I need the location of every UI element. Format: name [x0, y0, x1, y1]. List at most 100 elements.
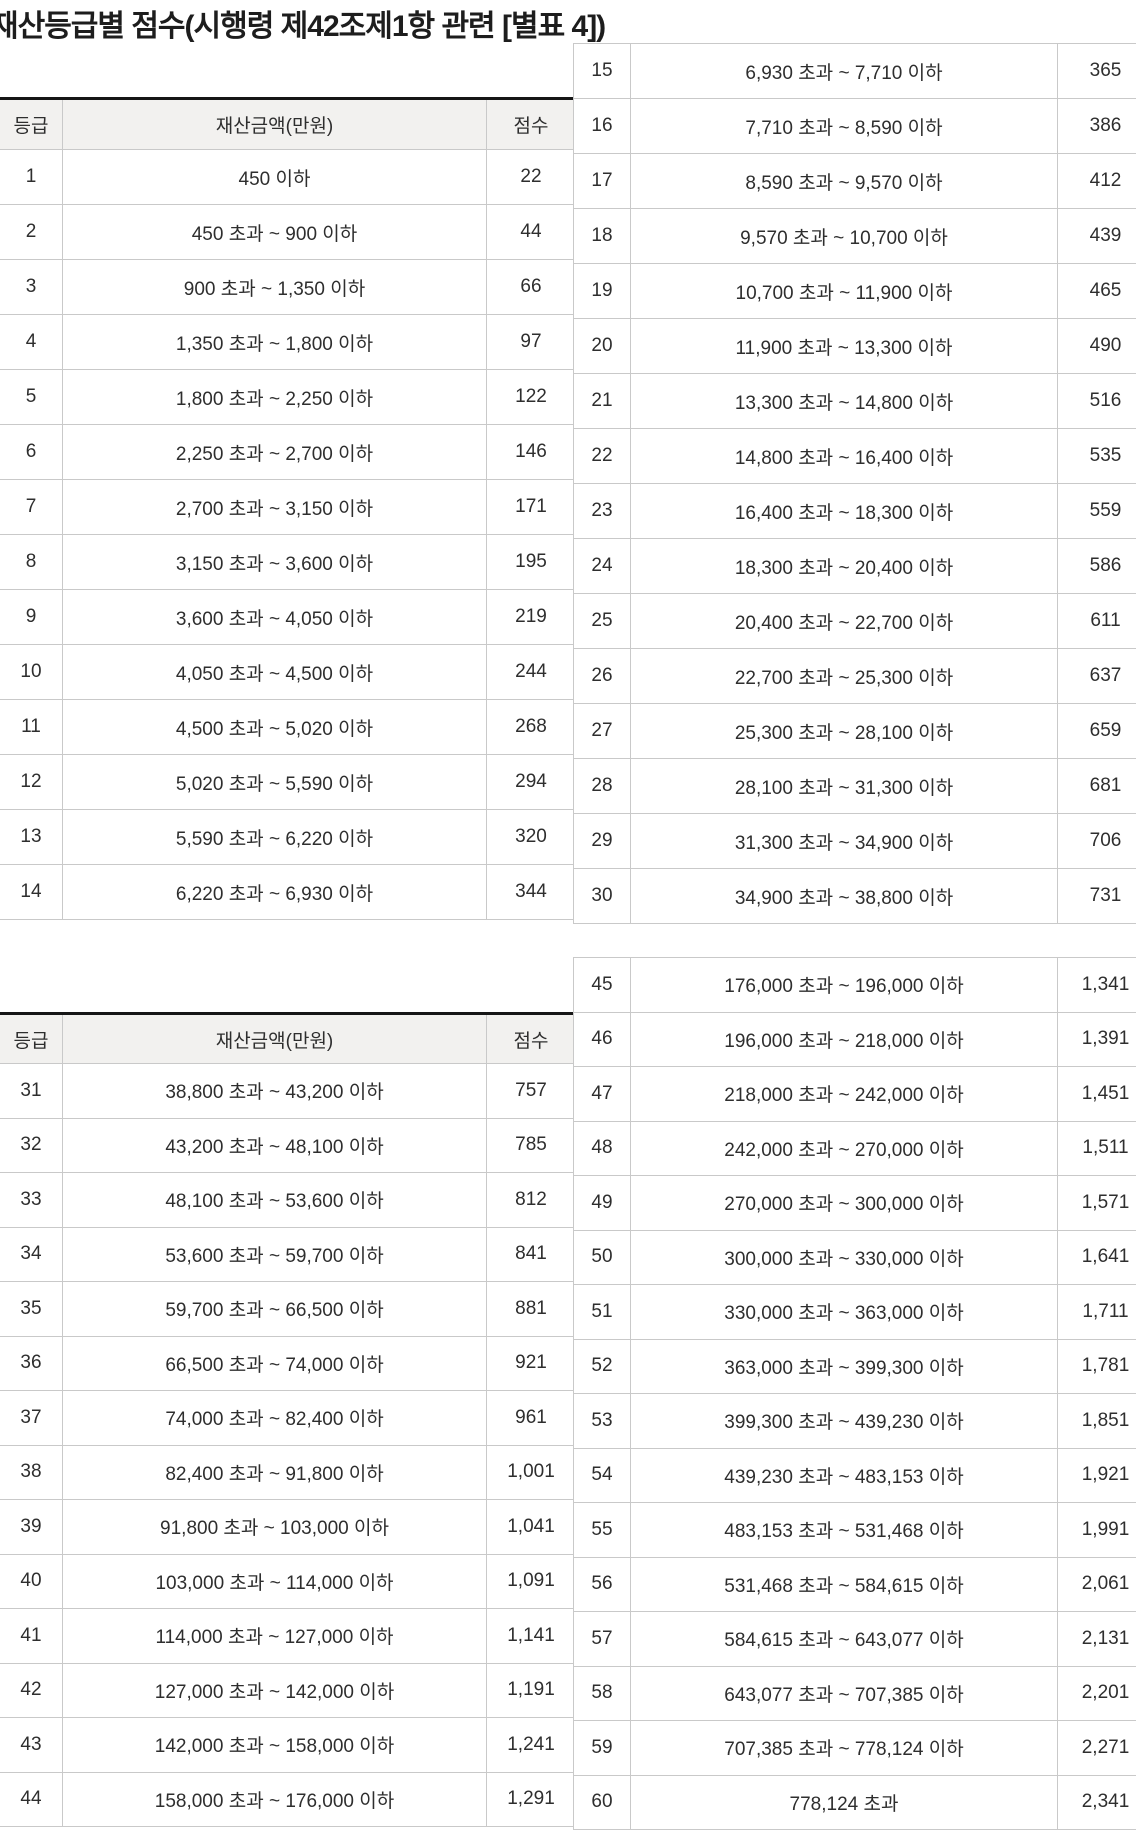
grade-cell: 36: [0, 1335, 63, 1391]
grade-cell: 18: [573, 208, 631, 264]
grade-cell: 25: [573, 593, 631, 649]
score-cell: 490: [1057, 318, 1136, 374]
amount-cell: 450 초과 ~ 900 이하: [62, 204, 487, 260]
grade-cell: 9: [0, 589, 63, 645]
score-cell: 2,201: [1057, 1665, 1136, 1721]
amount-cell: 2,700 초과 ~ 3,150 이하: [62, 479, 487, 535]
amount-cell: 196,000 초과 ~ 218,000 이하: [630, 1011, 1058, 1067]
table-row: 11 4,500 초과 ~ 5,020 이하 268: [0, 699, 575, 755]
score-cell: 294: [486, 754, 575, 810]
table-row: 13 5,590 초과 ~ 6,220 이하 320: [0, 809, 575, 865]
property-grade-table-15-30: 15 6,930 초과 ~ 7,710 이하 365 16 7,710 초과 ~ 8,5…: [573, 43, 1136, 924]
score-cell: 1,001: [486, 1444, 575, 1500]
amount-cell: 330,000 초과 ~ 363,000 이하: [630, 1284, 1058, 1340]
score-column-header: 점수: [486, 97, 575, 150]
amount-cell: 363,000 초과 ~ 399,300 이하: [630, 1338, 1058, 1394]
table-row: 32 43,200 초과 ~ 48,100 이하 785: [0, 1117, 575, 1173]
table-row: 60 778,124 초과 2,341: [573, 1774, 1136, 1830]
amount-cell: 22,700 초과 ~ 25,300 이하: [630, 648, 1058, 704]
grade-cell: 30: [573, 868, 631, 924]
amount-cell: 53,600 초과 ~ 59,700 이하: [62, 1226, 487, 1282]
score-cell: 122: [486, 369, 575, 425]
score-cell: 219: [486, 589, 575, 645]
grade-cell: 34: [0, 1226, 63, 1282]
table-row: 59 707,385 초과 ~ 778,124 이하 2,271: [573, 1720, 1136, 1776]
score-cell: 1,291: [486, 1771, 575, 1827]
score-cell: 1,341: [1057, 957, 1136, 1013]
score-cell: 1,711: [1057, 1284, 1136, 1340]
table-row: 34 53,600 초과 ~ 59,700 이하 841: [0, 1226, 575, 1282]
table-row: 17 8,590 초과 ~ 9,570 이하 412: [573, 153, 1136, 209]
table-row: 42 127,000 초과 ~ 142,000 이하 1,191: [0, 1662, 575, 1718]
score-cell: 146: [486, 424, 575, 480]
score-cell: 659: [1057, 703, 1136, 759]
amount-cell: 900 초과 ~ 1,350 이하: [62, 259, 487, 315]
table-row: 20 11,900 초과 ~ 13,300 이하 490: [573, 318, 1136, 374]
amount-cell: 13,300 초과 ~ 14,800 이하: [630, 373, 1058, 429]
grade-cell: 46: [573, 1011, 631, 1067]
score-cell: 1,851: [1057, 1393, 1136, 1449]
grade-cell: 31: [0, 1063, 63, 1119]
table-row: 44 158,000 초과 ~ 176,000 이하 1,291: [0, 1771, 575, 1827]
table-row: 2 450 초과 ~ 900 이하 44: [0, 204, 575, 260]
amount-cell: 66,500 초과 ~ 74,000 이하: [62, 1335, 487, 1391]
score-cell: 386: [1057, 98, 1136, 154]
amount-cell: 91,800 초과 ~ 103,000 이하: [62, 1499, 487, 1555]
property-grade-table-45-60: 45 176,000 초과 ~ 196,000 이하 1,341 46 196,000 …: [573, 957, 1136, 1830]
amount-cell: 28,100 초과 ~ 31,300 이하: [630, 758, 1058, 814]
grade-column-header: 등급: [0, 1012, 63, 1064]
table-row: 37 74,000 초과 ~ 82,400 이하 961: [0, 1390, 575, 1446]
table-row: 45 176,000 초과 ~ 196,000 이하 1,341: [573, 957, 1136, 1013]
amount-cell: 142,000 초과 ~ 158,000 이하: [62, 1717, 487, 1773]
amount-cell: 7,710 초과 ~ 8,590 이하: [630, 98, 1058, 154]
table-row: 36 66,500 초과 ~ 74,000 이하 921: [0, 1335, 575, 1391]
grade-cell: 39: [0, 1499, 63, 1555]
score-cell: 66: [486, 259, 575, 315]
amount-cell: 6,220 초과 ~ 6,930 이하: [62, 864, 487, 920]
score-cell: 97: [486, 314, 575, 370]
amount-cell: 399,300 초과 ~ 439,230 이하: [630, 1393, 1058, 1449]
table-row: 22 14,800 초과 ~ 16,400 이하 535: [573, 428, 1136, 484]
score-cell: 439: [1057, 208, 1136, 264]
amount-cell: 2,250 초과 ~ 2,700 이하: [62, 424, 487, 480]
grade-cell: 14: [0, 864, 63, 920]
grade-cell: 23: [573, 483, 631, 539]
amount-cell: 6,930 초과 ~ 7,710 이하: [630, 43, 1058, 99]
grade-cell: 58: [573, 1665, 631, 1721]
table-row: 3 900 초과 ~ 1,350 이하 66: [0, 259, 575, 315]
grade-cell: 26: [573, 648, 631, 704]
header-row: 등급 재산금액(만원) 점수: [0, 97, 575, 150]
amount-cell: 3,150 초과 ~ 3,600 이하: [62, 534, 487, 590]
amount-cell: 176,000 초과 ~ 196,000 이하: [630, 957, 1058, 1013]
table-row: 6 2,250 초과 ~ 2,700 이하 146: [0, 424, 575, 480]
score-cell: 731: [1057, 868, 1136, 924]
grade-cell: 52: [573, 1338, 631, 1394]
amount-column-header: 재산금액(만원): [62, 1012, 487, 1064]
table-row: 57 584,615 초과 ~ 643,077 이하 2,131: [573, 1611, 1136, 1667]
amount-cell: 4,500 초과 ~ 5,020 이하: [62, 699, 487, 755]
score-cell: 320: [486, 809, 575, 865]
grade-cell: 21: [573, 373, 631, 429]
table-row: 16 7,710 초과 ~ 8,590 이하 386: [573, 98, 1136, 154]
table-row: 29 31,300 초과 ~ 34,900 이하 706: [573, 813, 1136, 869]
table-row: 12 5,020 초과 ~ 5,590 이하 294: [0, 754, 575, 810]
amount-cell: 11,900 초과 ~ 13,300 이하: [630, 318, 1058, 374]
amount-cell: 20,400 초과 ~ 22,700 이하: [630, 593, 1058, 649]
score-cell: 1,921: [1057, 1447, 1136, 1503]
amount-cell: 43,200 초과 ~ 48,100 이하: [62, 1117, 487, 1173]
table-row: 28 28,100 초과 ~ 31,300 이하 681: [573, 758, 1136, 814]
grade-cell: 2: [0, 204, 63, 260]
score-cell: 1,451: [1057, 1066, 1136, 1122]
score-cell: 1,571: [1057, 1175, 1136, 1231]
grade-cell: 50: [573, 1229, 631, 1285]
score-cell: 365: [1057, 43, 1136, 99]
grade-cell: 19: [573, 263, 631, 319]
table-row: 30 34,900 초과 ~ 38,800 이하 731: [573, 868, 1136, 924]
grade-cell: 32: [0, 1117, 63, 1173]
amount-cell: 38,800 초과 ~ 43,200 이하: [62, 1063, 487, 1119]
amount-cell: 450 이하: [62, 149, 487, 205]
table-row: 7 2,700 초과 ~ 3,150 이하 171: [0, 479, 575, 535]
table-row: 25 20,400 초과 ~ 22,700 이하 611: [573, 593, 1136, 649]
score-cell: 757: [486, 1063, 575, 1119]
amount-cell: 10,700 초과 ~ 11,900 이하: [630, 263, 1058, 319]
